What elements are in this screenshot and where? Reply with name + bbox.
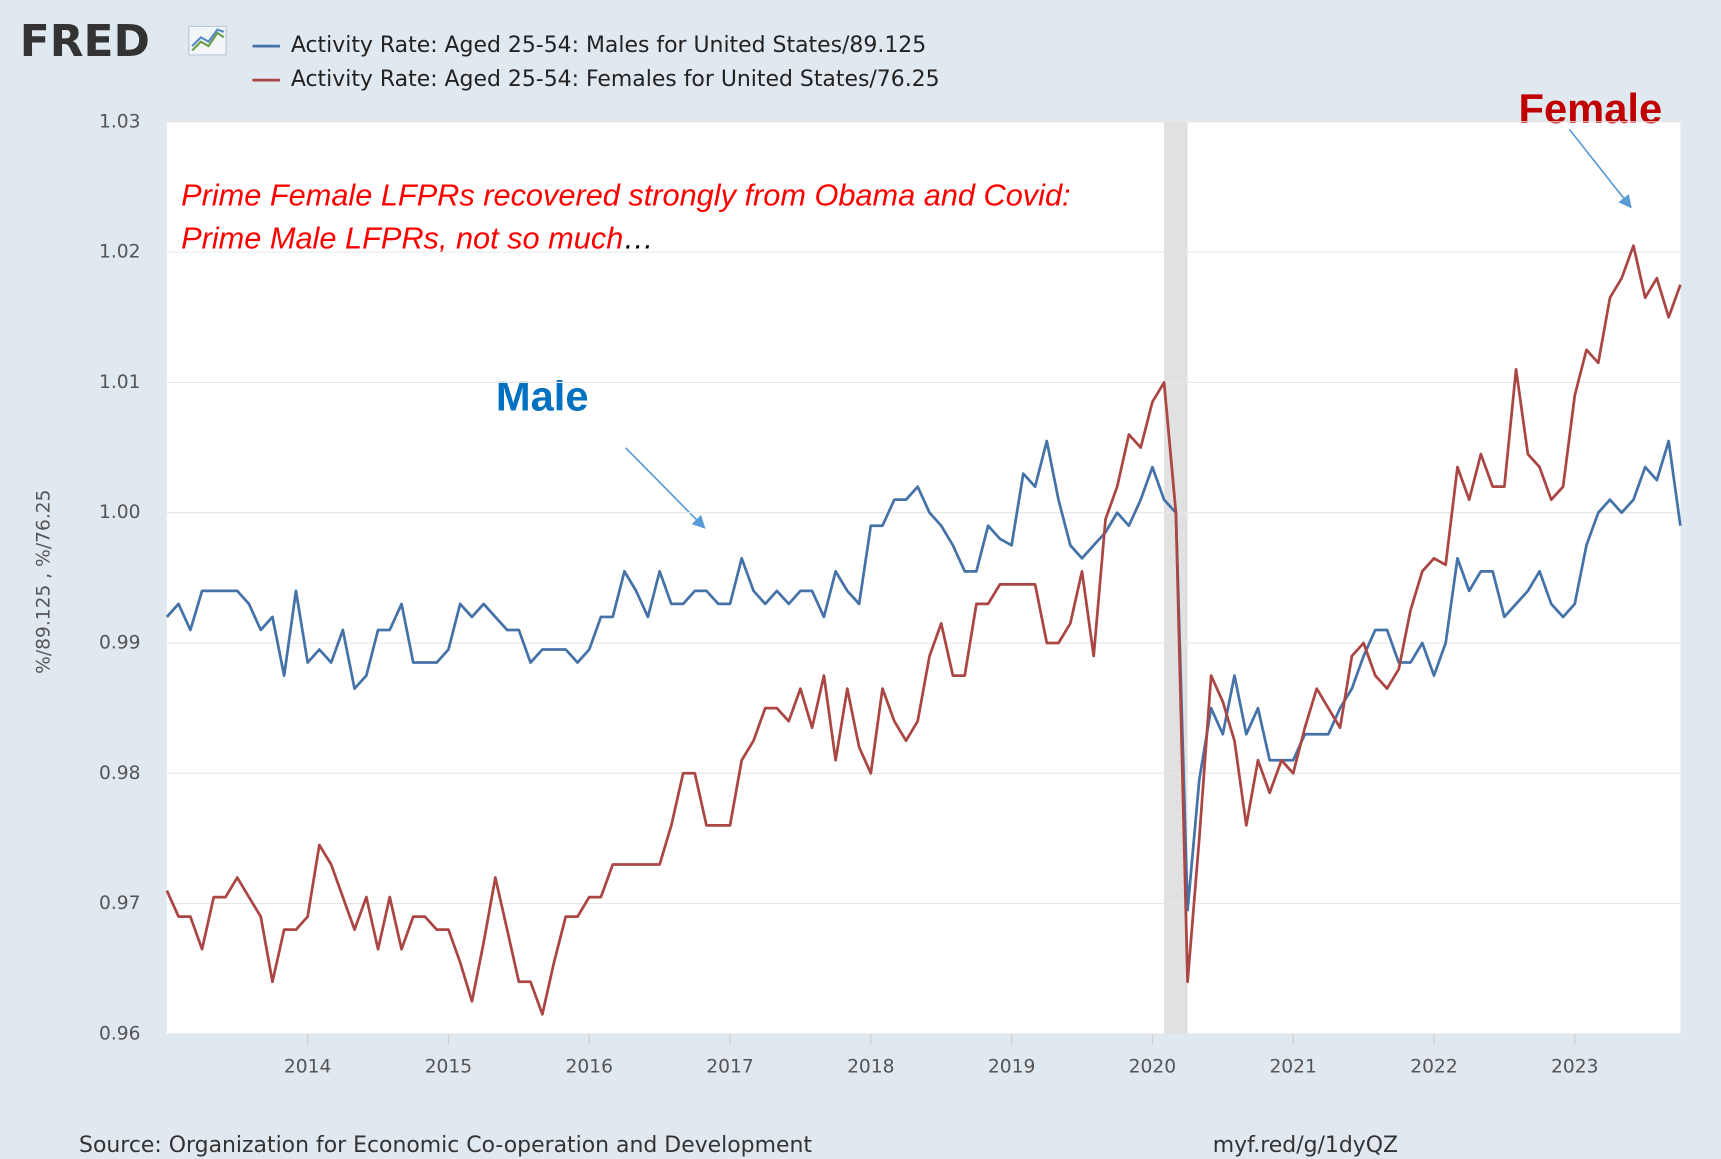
female-label: Female [1519, 85, 1663, 132]
arrow [1568, 128, 1632, 209]
series-line [165, 244, 1682, 1016]
y-axis-title: %/89.125 , %/76.25 [33, 490, 54, 674]
grid: 0.96 0.97 0.98 0.99 1.00 1.01 1.02 1.03 2014 2015… [99, 111, 1681, 1077]
x-tick-label: 2016 [566, 1056, 613, 1077]
logo: FRED [20, 16, 150, 67]
x-tick-label: 2021 [1269, 1056, 1316, 1077]
series-line [165, 439, 1682, 912]
y-tick-label: 1.01 [99, 372, 141, 393]
shaded-period [1164, 121, 1188, 1034]
male-label: Male [496, 373, 589, 420]
source: Source: Organization for Economic Co-ope… [79, 1133, 812, 1158]
legend-label: Activity Rate: Aged 25-54: Males for Uni… [291, 33, 926, 58]
legend-label: Activity Rate: Aged 25-54: Females for U… [291, 67, 940, 92]
x-tick-label: 2014 [284, 1056, 331, 1077]
short-url: myf.red/g/1dyQZ [1213, 1133, 1398, 1158]
annotation: Prime Female LFPRs recovered strongly fr… [181, 178, 1070, 213]
y-tick-label: 1.00 [99, 502, 141, 523]
annotation-text: Prime Male LFPRs, not so much [181, 220, 623, 255]
x-tick-label: 2023 [1551, 1056, 1598, 1077]
y-tick-label: 0.97 [99, 893, 141, 914]
plot-area [166, 121, 1681, 1034]
data [165, 244, 1682, 1016]
arrow [625, 447, 706, 529]
y-tick-label: 0.98 [99, 763, 141, 784]
y-tick-label: 1.03 [99, 111, 141, 132]
annotation: Prime Male LFPRs, not so much… [181, 220, 654, 255]
y-tick-label: 0.99 [99, 633, 141, 654]
legend: Activity Rate: Aged 25-54: Males for Uni… [252, 33, 940, 92]
x-tick-label: 2018 [847, 1056, 894, 1077]
x-tick-label: 2019 [988, 1056, 1035, 1077]
x-tick-label: 2020 [1129, 1056, 1176, 1077]
y-tick-label: 0.96 [99, 1023, 141, 1044]
x-tick-label: 2022 [1410, 1056, 1457, 1077]
logo-icon [188, 25, 227, 56]
annotation-ellipsis: … [623, 220, 654, 255]
x-tick-label: 2015 [425, 1056, 472, 1077]
y-tick-label: 1.02 [99, 242, 141, 263]
x-tick-label: 2017 [706, 1056, 753, 1077]
